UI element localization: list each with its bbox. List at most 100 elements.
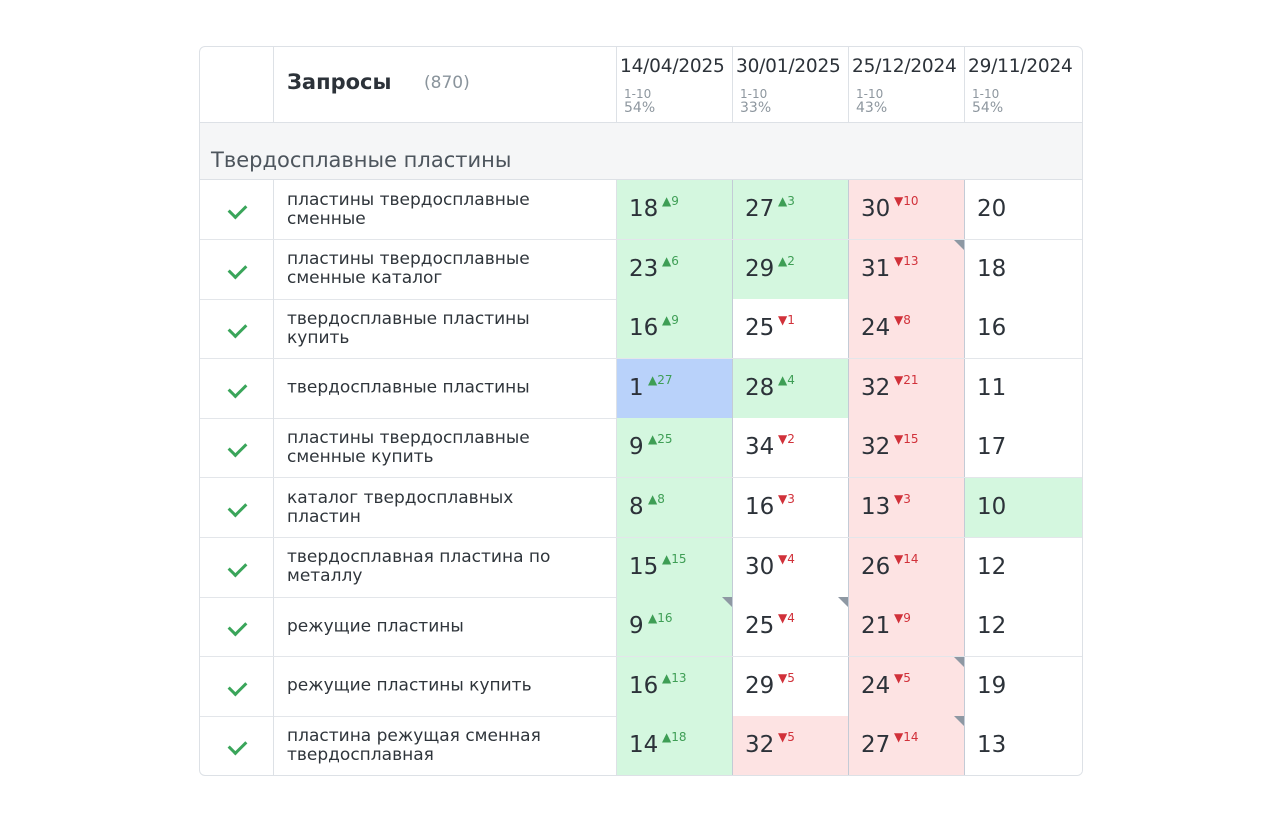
position-cell[interactable]: 13 (965, 716, 1082, 775)
position-cell[interactable]: 29 ▲2 (733, 240, 849, 299)
position-cell[interactable]: 23▲6 (617, 240, 733, 299)
position-cell[interactable]: 25▼4 (733, 597, 849, 656)
position-cell[interactable]: 21▼9 (849, 597, 965, 656)
query-text: твердосплавные пластины (287, 379, 576, 398)
query-cell[interactable]: пластины твердосплавные сменные (274, 180, 617, 239)
check-cell[interactable] (200, 180, 274, 239)
table-row[interactable]: твердосплавная пластина по металлу 15 ▲15 3… (200, 538, 1082, 598)
position-cell[interactable]: 16▲9 (617, 299, 733, 358)
corner-marker-icon[interactable] (954, 657, 964, 667)
position-cell[interactable]: 29▼5 (733, 657, 849, 716)
corner-marker-icon[interactable] (838, 597, 848, 607)
date-label: 29/11/2024 (968, 56, 1073, 77)
position-cell[interactable]: 16 (965, 299, 1082, 358)
position-cell[interactable]: 24▼5 (849, 657, 965, 716)
position-cell[interactable]: 28▲4 (733, 359, 849, 418)
position-cell[interactable]: 34▼2 (733, 418, 849, 477)
position-cell[interactable]: 19 (965, 657, 1082, 716)
query-cell[interactable]: твердосплавная пластина по металлу (274, 538, 617, 597)
position-cell[interactable]: 16▼3 (733, 478, 849, 537)
check-cell[interactable] (200, 657, 274, 716)
position-value: 13 (861, 494, 890, 520)
position-cell[interactable]: 14▲18 (617, 716, 733, 775)
position-cell[interactable]: 32▼5 (733, 716, 849, 775)
query-cell[interactable]: каталог твердосплавных пластин (274, 478, 617, 537)
position-change-down: ▼1 (778, 313, 795, 327)
position-cell[interactable]: 18 (965, 240, 1082, 299)
table-row[interactable]: режущие пластины купить 16▲1329▼524▼519 (200, 657, 1082, 717)
position-value: 9 (629, 434, 644, 460)
date-column-header[interactable]: 14/04/2025 1-10 54% (617, 47, 733, 122)
check-cell[interactable] (200, 716, 274, 775)
query-cell[interactable]: твердосплавные пластины (274, 359, 617, 418)
query-cell[interactable]: пластины твердосплавные сменные купить (274, 418, 617, 477)
query-cell[interactable]: режущие пластины (274, 597, 617, 656)
query-cell[interactable]: пластины твердосплавные сменные каталог (274, 240, 617, 299)
position-cell[interactable]: 18▲9 (617, 180, 733, 239)
position-cell[interactable]: 12 (965, 538, 1082, 597)
position-cell[interactable]: 32▼21 (849, 359, 965, 418)
position-cell[interactable]: 26▼14 (849, 538, 965, 597)
table-row[interactable]: пластины твердосплавные сменные18▲927▲33… (200, 180, 1082, 240)
corner-marker-icon[interactable] (954, 240, 964, 250)
position-value: 34 (745, 434, 774, 460)
position-cell[interactable]: 16▲13 (617, 657, 733, 716)
position-change-down: ▼13 (894, 254, 919, 268)
header-check-cell (200, 47, 274, 122)
table-row[interactable]: пластины твердосплавные сменные купить9▲… (200, 418, 1082, 478)
position-change-up: ▲15 (662, 552, 687, 566)
check-cell[interactable] (200, 538, 274, 597)
position-cell[interactable]: 27▲3 (733, 180, 849, 239)
position-cell[interactable]: 10 (965, 478, 1082, 537)
position-cell[interactable]: 9▲25 (617, 418, 733, 477)
table-row[interactable]: твердосплавные пластины купить16▲925▼124… (200, 299, 1082, 359)
corner-marker-icon[interactable] (954, 716, 964, 726)
position-cell[interactable]: 12 (965, 597, 1082, 656)
position-cell[interactable]: 25▼1 (733, 299, 849, 358)
check-cell[interactable] (200, 240, 274, 299)
date-column-header[interactable]: 29/11/2024 1-10 54% (965, 47, 1082, 122)
table-row[interactable]: пластины твердосплавные сменные каталог2… (200, 240, 1082, 300)
position-value: 29 (745, 256, 774, 282)
queries-title[interactable]: Запросы (287, 70, 392, 94)
position-cell[interactable]: 31▼13 (849, 240, 965, 299)
check-cell[interactable] (200, 478, 274, 537)
query-cell[interactable]: режущие пластины купить (274, 657, 617, 716)
position-cell[interactable]: 17 (965, 418, 1082, 477)
check-cell[interactable] (200, 359, 274, 418)
query-cell[interactable]: твердосплавные пластины купить (274, 299, 617, 358)
table-header: Запросы (870) 14/04/2025 1-10 54% 30/01/… (200, 47, 1082, 123)
date-column-header[interactable]: 25/12/2024 1-10 43% (849, 47, 965, 122)
table-row[interactable]: каталог твердосплавных пластин8▲816▼313▼… (200, 478, 1082, 538)
position-change-up: ▲2 (778, 254, 795, 268)
query-group-header[interactable]: Твердосплавные пластины (200, 123, 1082, 180)
position-value: 24 (861, 315, 890, 341)
position-cell[interactable]: 8▲8 (617, 478, 733, 537)
position-cell[interactable]: 24▼8 (849, 299, 965, 358)
query-text: режущие пластины купить (287, 677, 576, 696)
position-cell[interactable]: 9▲16 (617, 597, 733, 656)
position-cell[interactable]: 27▼14 (849, 716, 965, 775)
check-cell[interactable] (200, 597, 274, 656)
position-cell[interactable]: 20 (965, 180, 1082, 239)
position-cell[interactable]: 30▼10 (849, 180, 965, 239)
position-cell[interactable]: 15 ▲15 (617, 538, 733, 597)
position-cell[interactable]: 13▼3 (849, 478, 965, 537)
table-row[interactable]: режущие пластины9▲1625▼421▼9 12 (200, 597, 1082, 657)
date-column-header[interactable]: 30/01/2025 1-10 33% (733, 47, 849, 122)
position-cell[interactable]: 32▼15 (849, 418, 965, 477)
checkmark-icon (228, 319, 248, 339)
table-row[interactable]: пластина режущая сменная твердосплавная1… (200, 716, 1082, 775)
query-cell[interactable]: пластина режущая сменная твердосплавная (274, 716, 617, 775)
position-value: 12 (977, 613, 1006, 639)
position-value: 32 (861, 434, 890, 460)
corner-marker-icon[interactable] (722, 597, 732, 607)
check-cell[interactable] (200, 418, 274, 477)
position-change-up: ▲9 (662, 313, 679, 327)
position-cell[interactable]: 1▲27 (617, 359, 733, 418)
check-cell[interactable] (200, 299, 274, 358)
position-cell[interactable]: 30▼4 (733, 538, 849, 597)
position-cell[interactable]: 11 (965, 359, 1082, 418)
position-value: 15 (629, 554, 658, 580)
table-row[interactable]: твердосплавные пластины 1▲2728▲432▼2111 (200, 359, 1082, 419)
